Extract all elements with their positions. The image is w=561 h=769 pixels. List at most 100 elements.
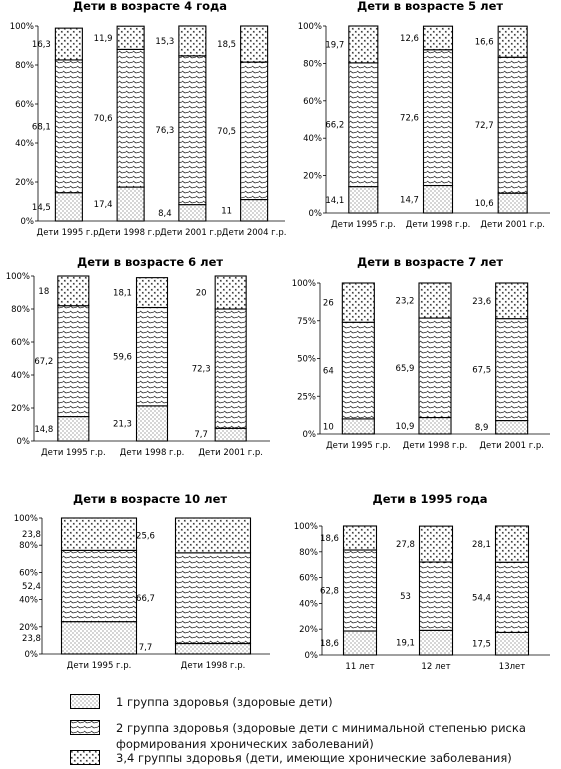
bar-group1: [494, 631, 530, 656]
chart-5: Дети в возрасте 10 лет 0% 20% 40% 60% 80% 100%…: [14, 492, 270, 671]
y-tick-label: 60%: [303, 97, 322, 107]
data-label: 72,6: [400, 114, 419, 124]
x-tick-label: Дети 1995 г.р.: [331, 220, 396, 230]
data-label: 54,4: [472, 593, 491, 603]
data-label: 53: [400, 592, 411, 602]
x-tick-label: Дети 1995 г.р.: [37, 228, 102, 238]
y-tick-label: 0%: [309, 209, 323, 219]
bar-group2: [495, 318, 529, 422]
bar-group34: [214, 275, 247, 310]
y-tick-label: 40%: [299, 599, 318, 609]
bar-group34: [422, 25, 454, 51]
data-label: 19,1: [396, 639, 415, 649]
bar-group2: [57, 305, 90, 418]
data-label: 14,5: [32, 203, 51, 213]
legend-label-group2: 2 группа здоровья (здоровые дети с миним…: [116, 721, 526, 751]
y-tick-label: 60%: [15, 100, 34, 110]
legend-swatch-dots: [70, 694, 100, 709]
y-tick-label: 0%: [305, 651, 319, 661]
y-tick-label: 0%: [303, 430, 317, 440]
data-label: 7,7: [194, 430, 208, 440]
bar-group2: [178, 55, 207, 206]
x-tick-label: Дети 2004 г.р.: [222, 228, 287, 238]
bar-group34: [135, 277, 169, 309]
data-label: 14,8: [34, 425, 53, 435]
bar-group34: [494, 525, 530, 563]
chart-2: Дети в возрасте 5 лет0%20%40%60%80%100%1…: [298, 0, 550, 230]
bar-group1: [178, 204, 207, 222]
x-tick-label: Дети 2001 г.р.: [160, 228, 225, 238]
bar-group1: [214, 427, 247, 442]
bar-group34: [60, 517, 138, 551]
data-label: 18: [38, 287, 49, 297]
legend-swatch-cross: [70, 750, 100, 765]
bar-group2: [135, 306, 169, 407]
bar-group1: [418, 629, 454, 656]
bar-group2: [60, 549, 138, 623]
y-tick-label: 50%: [297, 355, 316, 365]
y-tick-label: 80%: [299, 548, 318, 558]
bar-group34: [495, 282, 529, 320]
y-tick-label: 40%: [19, 596, 38, 606]
y-tick-label: 100%: [6, 272, 30, 282]
data-label: 12,6: [400, 34, 419, 44]
y-tick-label: 100%: [294, 522, 318, 532]
y-tick-label: 100%: [292, 279, 316, 289]
data-label: 8,9: [475, 423, 489, 433]
bar-group2: [214, 308, 247, 429]
y-tick-label: 100%: [298, 22, 322, 32]
chart-4: Дети в возрасте 7 лет 0% 25% 50% 75% 100% 10 64…: [292, 255, 550, 451]
bar-group34: [348, 25, 379, 64]
data-label: 72,7: [475, 121, 494, 131]
x-tick-label: Дети 1998 г.р.: [403, 441, 468, 451]
x-tick-label: Дети 2001 г.р.: [479, 441, 544, 451]
bar-group2: [494, 561, 530, 633]
data-label: 8,4: [158, 209, 172, 219]
y-tick-label: 40%: [303, 134, 322, 144]
bar-group1: [54, 192, 83, 222]
x-tick-label: Дети 1998 г.р.: [181, 661, 246, 671]
y-tick-label: 60%: [19, 568, 38, 578]
bar-group2: [116, 48, 145, 188]
data-label: 18,6: [320, 639, 339, 649]
data-label: 23,8: [22, 634, 41, 644]
y-tick-label: 0%: [21, 217, 35, 227]
data-label: 18,6: [320, 534, 339, 544]
bar-group1: [497, 192, 528, 214]
data-label: 67,2: [34, 357, 53, 367]
data-label: 25,6: [136, 531, 155, 541]
chart-title: Дети в возрасте 6 лет: [77, 255, 223, 269]
bar-group1: [418, 416, 452, 435]
bar-group1: [348, 186, 379, 214]
bar-group34: [341, 282, 375, 323]
bar-group1: [342, 630, 378, 656]
bar-group2: [174, 552, 252, 645]
bar-group34: [342, 525, 378, 551]
y-tick-label: 25%: [297, 392, 316, 402]
chart-6: Дети в 1995 года0%20%40%60%80%100%18,662…: [294, 492, 550, 672]
bar-group2: [348, 62, 379, 188]
chart-title: Дети в возрасте 5 лет: [357, 0, 503, 13]
chart-title: Дети в возрасте 4 года: [73, 0, 227, 13]
data-label: 17,4: [94, 200, 113, 210]
y-tick-label: 20%: [299, 625, 318, 635]
data-label: 10,9: [396, 422, 415, 432]
x-tick-label: 13лет: [499, 662, 525, 672]
bar-group2: [418, 561, 454, 631]
data-label: 27,8: [396, 540, 415, 550]
bar-group34: [240, 25, 269, 63]
data-label: 18,1: [113, 289, 132, 299]
y-tick-label: 0%: [25, 650, 39, 660]
x-tick-label: 11 лет: [345, 662, 374, 672]
data-label: 67,5: [472, 366, 491, 376]
x-tick-label: Дети 1995 г.р.: [326, 441, 391, 451]
y-tick-label: 20%: [303, 172, 322, 182]
data-label: 76,3: [155, 126, 174, 136]
chart-title: Дети в 1995 года: [372, 492, 487, 506]
data-label: 66,2: [325, 121, 344, 131]
data-label: 20: [196, 289, 207, 299]
data-label: 59,6: [113, 353, 132, 363]
chart-title: Дети в возрасте 10 лет: [73, 492, 227, 506]
legend-label-group34: 3,4 группы здоровья (дети, имеющие хрони…: [116, 751, 512, 765]
data-label: 21,3: [113, 419, 132, 429]
